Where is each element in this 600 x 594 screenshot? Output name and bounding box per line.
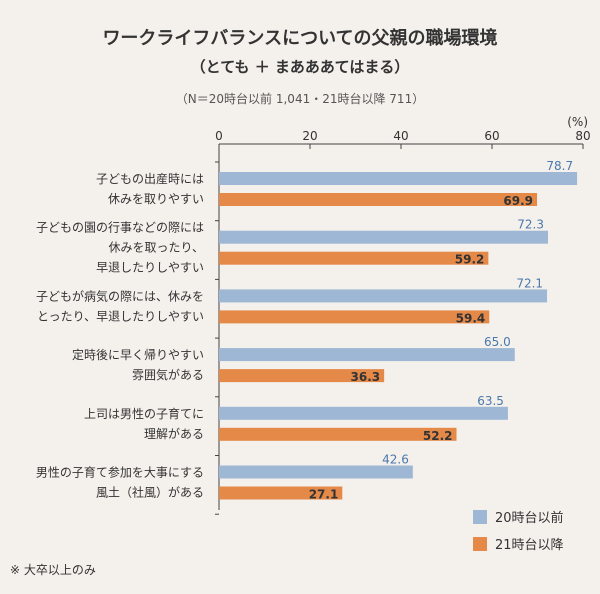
x-tick-label: 0	[215, 129, 223, 143]
data-label: 63.5	[477, 394, 504, 408]
x-tick-label: 80	[575, 129, 590, 143]
bar	[219, 369, 385, 383]
legend-label: 20時台以前	[495, 510, 564, 526]
category-label: 定時後に早く帰りやすい	[72, 347, 204, 362]
category-label: 子どもの園の行事などの際には	[36, 221, 204, 235]
legend-swatch	[473, 537, 487, 551]
bar	[219, 310, 490, 324]
x-tick-label: 60	[484, 129, 499, 143]
bar	[219, 465, 413, 479]
bar	[219, 348, 515, 362]
x-tick-label: 20	[302, 129, 317, 143]
data-label: 72.3	[517, 218, 544, 232]
data-label: 52.2	[423, 429, 453, 443]
bar	[219, 172, 578, 185]
category-label: 休みを取ったり、	[108, 241, 204, 255]
category-label: 早退したりしやすい	[96, 261, 204, 275]
category-label: 子どもの出産時には	[96, 171, 204, 186]
data-label: 59.2	[455, 253, 485, 267]
legend-swatch	[473, 510, 487, 524]
bar	[219, 486, 343, 500]
data-label: 27.1	[309, 488, 339, 502]
category-label: 男性の子育て参加を大事にする	[36, 465, 204, 480]
bar	[219, 251, 489, 265]
data-label: 59.4	[456, 311, 486, 325]
bar	[219, 427, 457, 441]
data-label: 78.7	[546, 159, 573, 173]
legend-label: 21時台以降	[495, 538, 564, 553]
unit-label: (%)	[567, 115, 588, 129]
footnote: ※ 大卒以上のみ	[10, 563, 96, 577]
category-label: 理解がある	[144, 426, 204, 441]
chart-subtitle: （とても ＋ まあああてはまる）	[191, 58, 410, 76]
category-label: 雰囲気がある	[132, 367, 204, 382]
bar	[219, 230, 548, 244]
category-label: 風土（社風）がある	[96, 485, 204, 500]
sample-size-note: （N＝20時台以前 1,041・21時台以降 711）	[176, 91, 424, 106]
category-label: 上司は男性の子育てに	[84, 406, 204, 421]
bar	[219, 193, 538, 206]
bar	[219, 289, 548, 303]
category-label: 休みを取りやすい	[108, 192, 204, 206]
bar	[219, 406, 508, 420]
chart-title: ワークライフバランスについての父親の職場環境	[102, 27, 497, 49]
data-label: 65.0	[484, 335, 511, 349]
data-label: 69.9	[503, 194, 533, 208]
x-tick-label: 40	[393, 129, 408, 143]
category-label: 子どもが病気の際には、休みを	[36, 288, 204, 303]
data-label: 72.1	[516, 276, 543, 290]
data-label: 42.6	[382, 453, 409, 467]
data-label: 36.3	[351, 370, 381, 384]
category-label: とったり、早退したりしやすい	[37, 309, 204, 323]
